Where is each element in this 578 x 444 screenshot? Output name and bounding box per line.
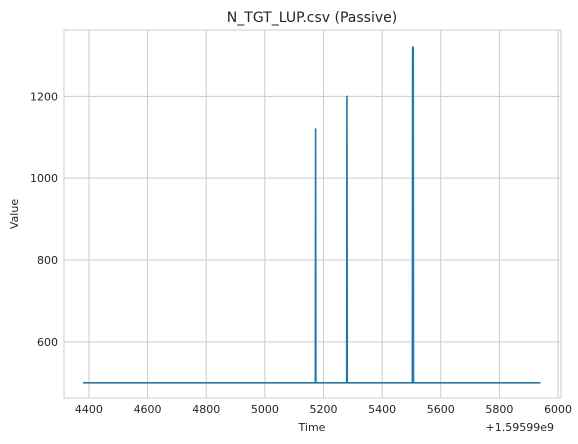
x-tick-label: 5200 <box>309 403 337 416</box>
x-tick-label: 4600 <box>134 403 162 416</box>
y-tick-label: 1200 <box>30 90 58 103</box>
x-tick-label: 5400 <box>368 403 396 416</box>
y-axis-label: Value <box>8 199 21 229</box>
x-axis-offset-label: +1.59599e9 <box>486 421 554 434</box>
y-grid <box>64 95 561 343</box>
x-tick-label: 4400 <box>75 403 103 416</box>
x-tick-label: 4800 <box>192 403 220 416</box>
chart-title: N_TGT_LUP.csv (Passive) <box>227 10 397 26</box>
x-tick-label: 5000 <box>251 403 279 416</box>
series-line <box>83 46 541 384</box>
y-tick-labels: 600 800 1000 1200 <box>30 90 58 349</box>
x-tick-labels: 4400 4600 4800 5000 5200 5400 5600 5800 6000 <box>75 403 572 416</box>
x-tick-label: 5800 <box>485 403 513 416</box>
y-tick-label: 800 <box>37 254 58 267</box>
x-grid <box>88 30 559 398</box>
plot-frame <box>63 29 562 399</box>
x-tick-label: 5600 <box>427 403 455 416</box>
x-axis-label: Time <box>298 421 326 434</box>
x-tick-label: 6000 <box>544 403 572 416</box>
y-tick-label: 600 <box>37 336 58 349</box>
y-tick-label: 1000 <box>30 172 58 185</box>
